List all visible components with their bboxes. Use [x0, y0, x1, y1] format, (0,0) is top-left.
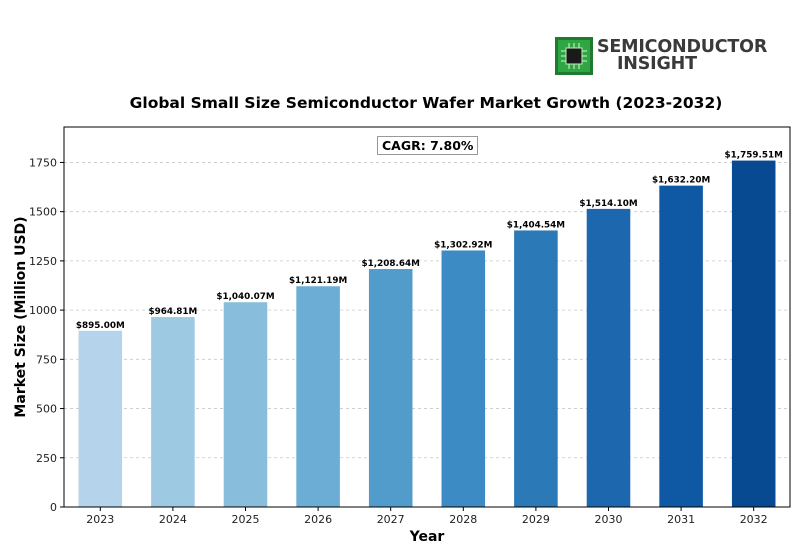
data-label: $1,514.10M [579, 199, 637, 209]
bar [368, 269, 413, 507]
data-label: $1,040.07M [216, 292, 274, 302]
brand-line1: SEMICONDUCTOR [597, 37, 768, 57]
y-tick-label: 500 [36, 403, 57, 416]
y-axis-ticks: 0 250 500 750 1000 1250 1500 1750 [29, 156, 64, 514]
y-tick-label: 0 [50, 501, 57, 514]
bars [78, 160, 776, 508]
data-label: $1,302.92M [434, 240, 492, 250]
data-label: $1,759.51M [725, 151, 783, 161]
bar [296, 286, 340, 507]
chip-icon [555, 37, 593, 75]
x-tick-label: 2026 [304, 513, 332, 526]
data-label: $1,632.20M [652, 176, 710, 186]
x-tick-label: 2027 [377, 513, 405, 526]
data-labels: $895.00M $964.81M $1,040.07M $1,121.19M $1,2… [76, 151, 783, 331]
y-tick-label: 1250 [29, 255, 57, 268]
cagr-annotation: CAGR: 7.80% [377, 136, 479, 155]
data-label: $964.81M [148, 307, 197, 317]
y-axis-label: Market Size (Million USD) [13, 216, 29, 417]
x-tick-label: 2031 [667, 513, 695, 526]
x-tick-label: 2032 [740, 513, 768, 526]
plot-frame [63, 126, 791, 508]
data-label: $895.00M [76, 321, 125, 331]
y-tick-label: 1750 [29, 156, 57, 169]
y-tick-label: 1500 [29, 206, 57, 219]
bar [223, 302, 268, 507]
y-tick-label: 750 [36, 353, 57, 366]
x-tick-label: 2025 [232, 513, 260, 526]
y-tick-label: 1000 [29, 304, 57, 317]
y-tick-label: 250 [36, 452, 57, 465]
data-label: $1,208.64M [362, 259, 420, 269]
bar [586, 208, 631, 508]
x-tick-label: 2023 [86, 513, 114, 526]
x-tick-label: 2029 [522, 513, 550, 526]
data-label: $1,121.19M [289, 276, 347, 286]
bar [659, 185, 703, 507]
bar [151, 317, 195, 507]
brand-name: SEMICONDUCTOR INSIGHT [597, 37, 768, 74]
brand-line2: INSIGHT [617, 54, 697, 74]
brand-logo: SEMICONDUCTOR INSIGHT [555, 36, 775, 76]
x-axis-label: Year [409, 529, 445, 545]
bar [441, 250, 486, 507]
x-tick-label: 2028 [449, 513, 477, 526]
bar [514, 230, 558, 508]
x-tick-label: 2030 [595, 513, 623, 526]
chart-title: Global Small Size Semiconductor Wafer Ma… [129, 94, 723, 112]
x-tick-label: 2024 [159, 513, 187, 526]
x-axis-ticks: 2023 2024 2025 2026 2027 2028 2029 2030 2031 2032 [86, 507, 768, 526]
bar [78, 330, 123, 507]
data-label: $1,404.54M [507, 220, 565, 230]
bar [731, 160, 776, 507]
